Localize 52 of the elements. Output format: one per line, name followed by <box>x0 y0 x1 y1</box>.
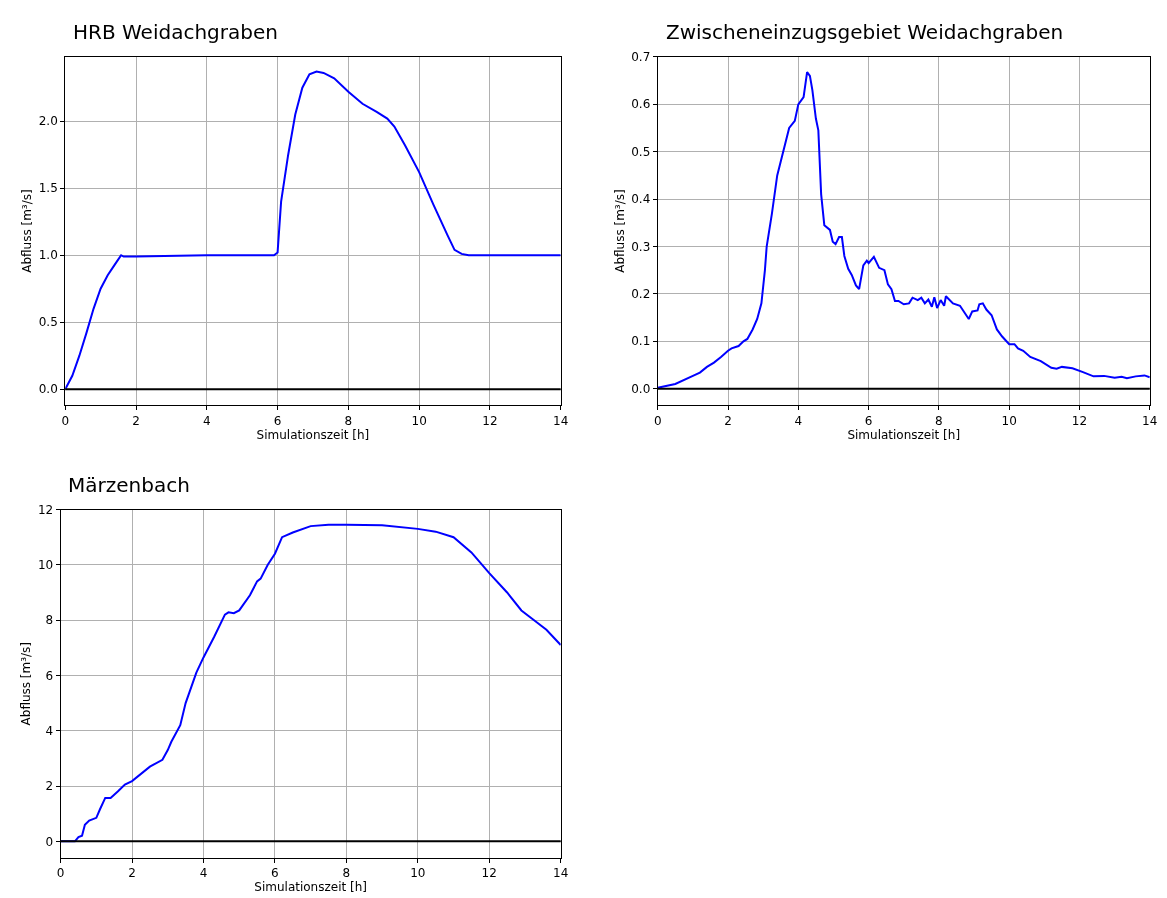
x-tick-label: 4 <box>199 866 208 881</box>
y-tick-label: 2 <box>45 779 54 794</box>
x-tick-label: 10 <box>411 413 427 428</box>
x-tick-label: 14 <box>553 866 569 881</box>
y-tick-label: 0.0 <box>631 381 651 396</box>
y-axis-title: Abfluss [m³/s] <box>612 189 627 273</box>
y-axis-title: Abfluss [m³/s] <box>20 189 35 273</box>
y-tick-label: 4 <box>45 723 54 738</box>
x-tick-label: 14 <box>1142 413 1158 428</box>
x-tick-label: 10 <box>1001 413 1017 428</box>
y-tick-label: 0.2 <box>631 287 651 302</box>
y-tick-label: 0.4 <box>631 192 651 207</box>
chart-title: Zwischeneinzugsgebiet Weidachgraben <box>666 20 1064 44</box>
x-axis-title: Simulationszeit [h] <box>847 427 961 442</box>
y-tick-label: 12 <box>37 502 54 517</box>
x-tick-label: 4 <box>202 413 211 428</box>
x-tick-label: 12 <box>481 866 497 881</box>
y-tick-label: 1.5 <box>38 181 58 196</box>
x-tick-label: 8 <box>344 413 353 428</box>
x-axis-title: Simulationszeit [h] <box>256 427 370 442</box>
x-axis-title: Simulationszeit [h] <box>254 880 367 895</box>
chart-title: Märzenbach <box>68 473 190 497</box>
y-tick-label: 0.6 <box>631 97 651 112</box>
y-tick-label: 1.0 <box>38 248 58 263</box>
x-tick-label: 2 <box>132 413 140 428</box>
x-tick-label: 0 <box>61 413 70 428</box>
x-tick-label: 8 <box>935 413 943 428</box>
chart-title: HRB Weidachgraben <box>73 20 278 44</box>
x-tick-label: 8 <box>342 866 351 881</box>
x-tick-label: 2 <box>128 866 136 881</box>
x-tick-label: 4 <box>794 413 803 428</box>
x-tick-label: 14 <box>553 413 569 428</box>
y-tick-label: 2.0 <box>38 114 58 129</box>
x-tick-label: 12 <box>1071 413 1088 428</box>
y-axis-title: Abfluss [m³/s] <box>19 641 34 726</box>
x-tick-label: 10 <box>410 866 426 881</box>
y-tick-label: 0.5 <box>631 144 651 159</box>
y-tick-label: 0.7 <box>631 50 651 65</box>
x-tick-label: 2 <box>724 413 732 428</box>
y-tick-label: 0.3 <box>631 239 651 254</box>
y-tick-label: 10 <box>37 558 54 573</box>
y-tick-label: 0.5 <box>38 315 58 330</box>
x-tick-label: 0 <box>653 413 662 428</box>
y-tick-label: 0 <box>45 834 54 849</box>
x-tick-label: 6 <box>864 413 873 428</box>
y-tick-label: 6 <box>45 668 54 683</box>
x-tick-label: 12 <box>482 413 498 428</box>
y-tick-label: 0.0 <box>38 382 58 397</box>
y-tick-label: 8 <box>45 613 54 628</box>
x-tick-label: 6 <box>273 413 282 428</box>
y-tick-label: 0.1 <box>631 334 651 349</box>
x-tick-label: 6 <box>271 866 279 881</box>
